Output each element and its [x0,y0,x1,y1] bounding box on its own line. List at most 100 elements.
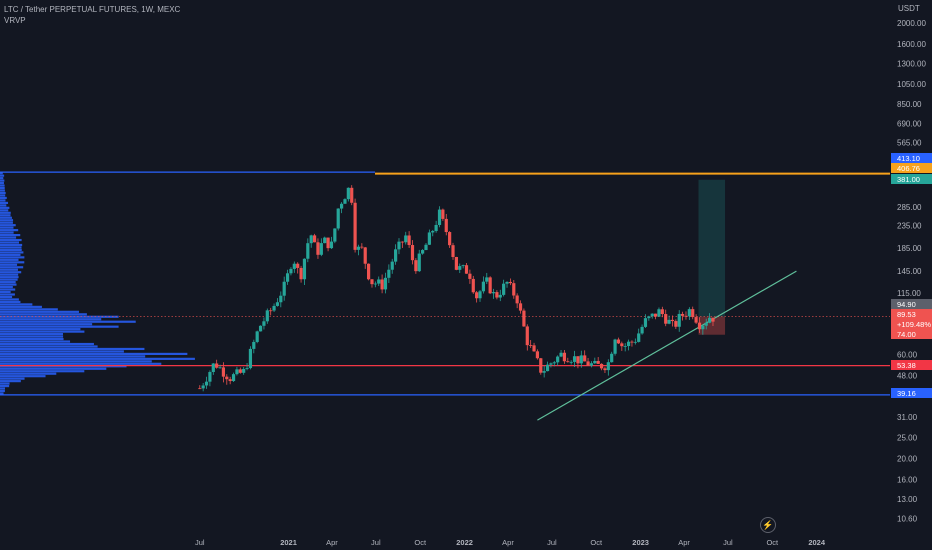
trendline[interactable] [537,270,797,421]
volume-profile-bar [0,276,19,279]
volume-profile-bar [0,288,16,291]
volume-profile-bar [0,350,124,353]
candle [680,311,685,321]
volume-profile-bar [0,271,22,274]
candle [211,363,215,375]
candle [616,337,621,344]
candle [333,228,337,244]
volume-profile-bar [0,278,18,281]
candle [400,241,404,248]
candle [339,202,344,214]
volume-profile-bar [0,233,21,237]
x-tick-label: 2022 [456,538,473,547]
candle [562,350,567,364]
volume-profile [0,172,195,395]
y-tick-label: 565.00 [897,139,922,148]
candles [198,185,715,392]
volume-profile-bar [0,365,127,368]
time-axis[interactable] [0,535,890,550]
volume-profile-bar [0,342,94,346]
candle [421,249,425,255]
volume-profile-bar [0,325,119,328]
volume-profile-bar [0,328,81,331]
volume-profile-bar [0,201,9,204]
candle [664,309,668,327]
volume-profile-bar [0,389,5,393]
x-tick-label: Jul [723,538,733,547]
volume-profile-bar [0,206,10,209]
volume-profile-bar [0,355,146,358]
x-tick-label: Jul [195,538,205,547]
volume-profile-bar [0,387,6,390]
candle [711,317,715,326]
candle [610,351,614,363]
candle [437,206,442,228]
y-tick-label: 48.00 [897,372,918,381]
candle [387,264,391,283]
y-tick-label: 31.00 [897,413,918,422]
target-zone[interactable] [698,179,726,317]
volume-profile-bar [0,174,5,177]
volume-profile-bar [0,184,5,187]
candle [670,315,675,327]
price-badge [891,329,932,339]
candle [552,360,556,367]
candle [326,237,330,252]
candle [218,364,222,369]
candle [265,308,269,324]
price-badge [891,163,932,173]
x-tick-label: Apr [678,538,690,547]
volume-profile-bar [0,357,195,360]
y-tick-label: 235.00 [897,221,922,230]
candle [694,314,698,324]
volume-profile-bar [0,392,4,395]
candle [596,357,600,364]
candle [231,372,236,383]
volume-profile-bar [0,310,79,313]
price-badge [891,388,932,398]
candle [296,262,300,274]
indicator-label: VRVP [4,16,26,25]
volume-profile-bar [0,362,162,365]
volume-profile-bar [0,182,4,185]
candle [512,280,516,299]
volume-profile-bar [0,340,71,343]
volume-profile-bar [0,238,22,242]
candle [390,258,394,274]
candle [248,346,253,370]
volume-profile-bar [0,241,20,244]
volume-profile-bar [0,345,98,348]
volume-profile-bar [0,308,58,311]
candle [448,231,452,248]
y-tick-label: 2000.00 [897,19,926,28]
y-tick-label: 16.00 [897,476,918,485]
candle [461,264,465,269]
x-tick-label: Apr [326,538,338,547]
candle [583,350,587,362]
candle [653,313,658,320]
volume-profile-bar [0,204,7,207]
candle [272,303,276,313]
candle [282,276,286,301]
candle [677,310,681,332]
candle [383,272,388,294]
candle [198,385,202,390]
candle [329,236,334,249]
candle [593,357,597,365]
candle [518,300,523,314]
candle [336,208,340,231]
stop-zone[interactable] [698,316,726,335]
price-badge-label: 74.00 [897,330,916,339]
volume-profile-bar [0,209,9,212]
volume-profile-bar [0,293,15,296]
candle [650,313,654,319]
price-axis[interactable] [890,0,932,550]
candle [225,374,229,385]
volume-profile-bar [0,177,4,180]
candle [204,376,209,389]
volume-profile-bar [0,377,25,380]
volume-profile-bar [0,266,24,269]
volume-profile-bar [0,333,64,336]
candle [316,238,320,259]
